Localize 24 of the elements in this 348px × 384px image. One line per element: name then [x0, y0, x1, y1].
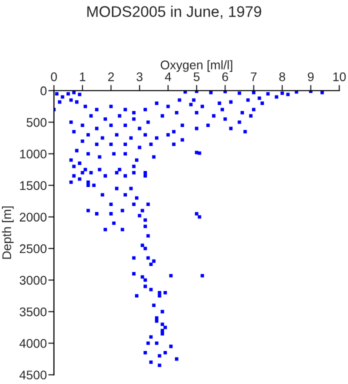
x-tick-label: 10: [333, 72, 346, 82]
x-tick-label: 2: [108, 72, 114, 82]
y-tick-label: 4500: [19, 370, 47, 380]
y-tick-label: 4000: [19, 339, 47, 348]
x-tick-label: 0: [50, 72, 57, 82]
y-tick-label: 500: [26, 118, 47, 127]
x-tick-label: 6: [222, 72, 228, 82]
x-tick-label: 7: [250, 72, 257, 82]
x-tick-label: 8: [279, 72, 286, 82]
y-axis-title: Depth [m]: [2, 206, 14, 259]
x-tick-label: 1: [80, 72, 86, 82]
y-tick-label: 2500: [20, 244, 47, 254]
y-tick-label: 3000: [20, 276, 47, 285]
x-tick-label: 3: [136, 72, 142, 82]
x-tick-label: 9: [308, 72, 314, 82]
y-tick-label: 1000: [20, 150, 47, 158]
y-tick-label: 1500: [20, 181, 47, 190]
y-tick-label: 0: [40, 86, 47, 96]
chart-title: MODS2005 in June, 1979: [87, 6, 262, 19]
y-tick-label: 3500: [20, 307, 47, 316]
x-tick-label: 5: [194, 72, 200, 82]
y-tick-label: 2000: [20, 212, 47, 222]
x-axis-title: Oxygen [ml/l]: [160, 60, 232, 72]
x-tick-label: 4: [164, 72, 172, 82]
